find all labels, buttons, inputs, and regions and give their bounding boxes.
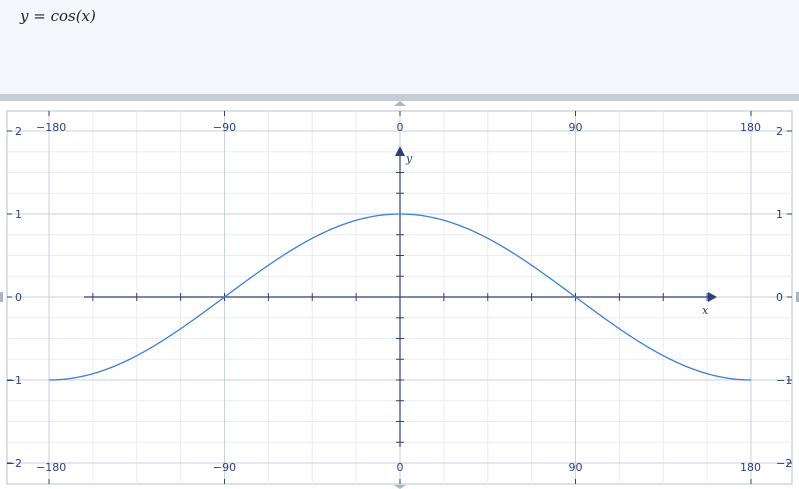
left-resize-handle[interactable] <box>0 292 3 302</box>
y-tick-label-left: 2 <box>15 125 22 138</box>
y-tick-label-right: 2 <box>776 125 783 138</box>
y-tick-label-right: −1 <box>776 374 792 387</box>
right-resize-handle[interactable] <box>796 292 799 302</box>
y-tick-label-left: 0 <box>15 291 22 304</box>
y-tick-label-right: −2 <box>776 457 792 470</box>
x-tick-label-top: 180 <box>740 121 761 134</box>
x-tick-label-bottom: 180 <box>740 461 761 474</box>
bottom-resize-handle[interactable] <box>394 485 406 489</box>
x-tick-label-bottom: −90 <box>213 461 236 474</box>
x-tick-label-top: 0 <box>397 121 404 134</box>
x-tick-label-bottom: −180 <box>36 461 66 474</box>
x-tick-label-top: −180 <box>36 121 66 134</box>
x-tick-label-top: 90 <box>569 121 583 134</box>
cos-graph[interactable]: −180 −180 −90 −90 0 0 90 90 180 180 2 2 1 1 0 0 −1 −1 −2 −2… <box>0 101 799 489</box>
y-tick-label-right: 1 <box>776 208 783 221</box>
plot-area[interactable]: −180 −180 −90 −90 0 0 90 90 180 180 2 2 1 1 0 0 −1 −1 −2 −2… <box>0 101 799 489</box>
formula-input-area[interactable]: y = cos(x) <box>0 0 799 95</box>
y-tick-label-left: −2 <box>6 457 22 470</box>
formula-text: y = cos(x) <box>20 7 96 25</box>
panel-splitter[interactable] <box>0 94 799 101</box>
y-axis-label: y <box>405 152 413 165</box>
x-axis-label: x <box>702 304 709 317</box>
y-tick-label-left: 1 <box>15 208 22 221</box>
x-tick-label-bottom: 0 <box>397 461 404 474</box>
x-axis-arrow <box>708 292 717 302</box>
top-resize-handle[interactable] <box>394 101 406 106</box>
x-tick-label-top: −90 <box>213 121 236 134</box>
x-tick-label-bottom: 90 <box>569 461 583 474</box>
y-axis-arrow <box>395 146 405 156</box>
y-tick-label-right: 0 <box>776 291 783 304</box>
cos-curve[interactable] <box>48 213 752 381</box>
y-tick-label-left: −1 <box>6 374 22 387</box>
